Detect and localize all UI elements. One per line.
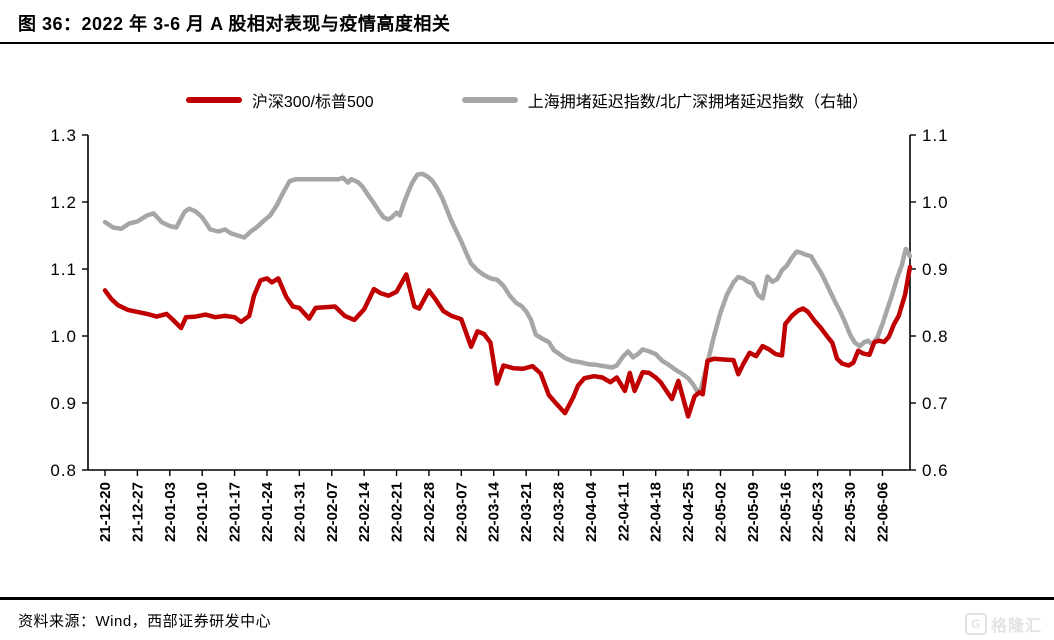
chart-legend: 沪深300/标普500 上海拥堵延迟指数/北广深拥堵延迟指数（右轴） bbox=[0, 88, 1054, 112]
x-axis-tick-label: 22-05-23 bbox=[810, 482, 827, 542]
x-axis-tick-label: 22-01-17 bbox=[227, 482, 244, 542]
series-line-congestion-index bbox=[102, 171, 913, 395]
x-axis-tick-label: 22-02-07 bbox=[324, 482, 341, 542]
figure-title: 图 36：2022 年 3-6 月 A 股相对表现与疫情高度相关 bbox=[18, 14, 451, 34]
left-axis-tick-label: 1.2 bbox=[50, 193, 77, 212]
x-axis-tick-label: 21-12-27 bbox=[129, 482, 146, 542]
x-axis-tick-label: 22-04-11 bbox=[615, 482, 632, 541]
x-axis-tick-label: 22-03-07 bbox=[453, 482, 470, 542]
x-axis-tick-label: 21-12-20 bbox=[97, 482, 114, 542]
x-axis-tick-label: 22-02-28 bbox=[421, 482, 438, 542]
watermark: G 格隆汇 bbox=[964, 612, 1042, 636]
left-axis-tick-label: 1.0 bbox=[50, 327, 77, 346]
legend-swatch-gray bbox=[461, 97, 518, 103]
legend-swatch-red bbox=[185, 97, 242, 103]
x-axis-tick-label: 22-03-14 bbox=[486, 481, 503, 542]
series-line-hs300-sp500 bbox=[102, 264, 913, 419]
right-axis-tick-label: 1.0 bbox=[922, 193, 949, 212]
watermark-label: 格隆汇 bbox=[990, 618, 1042, 635]
x-axis-tick-label: 22-05-09 bbox=[745, 482, 762, 542]
right-axis-tick-label: 0.9 bbox=[922, 260, 949, 279]
x-axis-tick-label: 22-04-04 bbox=[583, 481, 600, 542]
x-axis-tick-label: 22-05-02 bbox=[712, 482, 729, 542]
x-axis-tick-label: 22-01-31 bbox=[291, 482, 308, 542]
x-axis-tick-label: 22-03-21 bbox=[518, 482, 535, 542]
title-divider bbox=[0, 42, 1054, 44]
x-axis-tick-label: 22-01-10 bbox=[194, 482, 211, 542]
source-note: 资料来源：Wind，西部证券研发中心 bbox=[18, 613, 272, 630]
right-axis-tick-label: 0.8 bbox=[922, 327, 949, 346]
x-axis-tick-label: 22-02-21 bbox=[389, 482, 406, 542]
legend-item-hs300-sp500: 沪深300/标普500 bbox=[185, 88, 374, 112]
legend-item-congestion-index: 上海拥堵延迟指数/北广深拥堵延迟指数（右轴） bbox=[461, 88, 869, 112]
left-axis-tick-label: 1.3 bbox=[50, 126, 77, 145]
left-axis-tick-label: 1.1 bbox=[50, 260, 77, 279]
x-axis-tick-label: 22-04-18 bbox=[648, 482, 665, 542]
footer-divider bbox=[0, 597, 1054, 600]
legend-label-congestion-index: 上海拥堵延迟指数/北广深拥堵延迟指数（右轴） bbox=[527, 94, 869, 111]
x-axis-tick-label: 22-06-06 bbox=[874, 482, 891, 542]
x-axis-tick-label: 22-02-14 bbox=[356, 481, 373, 542]
x-axis-tick-label: 22-03-28 bbox=[551, 482, 568, 542]
x-axis-tick-label: 22-01-24 bbox=[259, 481, 276, 542]
glonghui-logo-icon: G bbox=[964, 613, 987, 635]
right-axis-tick-label: 0.6 bbox=[922, 461, 949, 480]
x-axis-tick-label: 22-05-16 bbox=[777, 482, 794, 542]
right-axis-tick-label: 1.1 bbox=[922, 126, 949, 145]
x-axis-tick-label: 22-01-03 bbox=[162, 482, 179, 542]
left-axis-tick-label: 0.8 bbox=[50, 461, 77, 480]
x-axis-tick-label: 22-05-30 bbox=[842, 482, 859, 542]
right-axis-tick-label: 0.7 bbox=[922, 394, 949, 413]
legend-label-hs300-sp500: 沪深300/标普500 bbox=[251, 94, 374, 111]
left-axis-tick-label: 0.9 bbox=[50, 394, 77, 413]
x-axis-tick-label: 22-04-25 bbox=[680, 482, 697, 542]
